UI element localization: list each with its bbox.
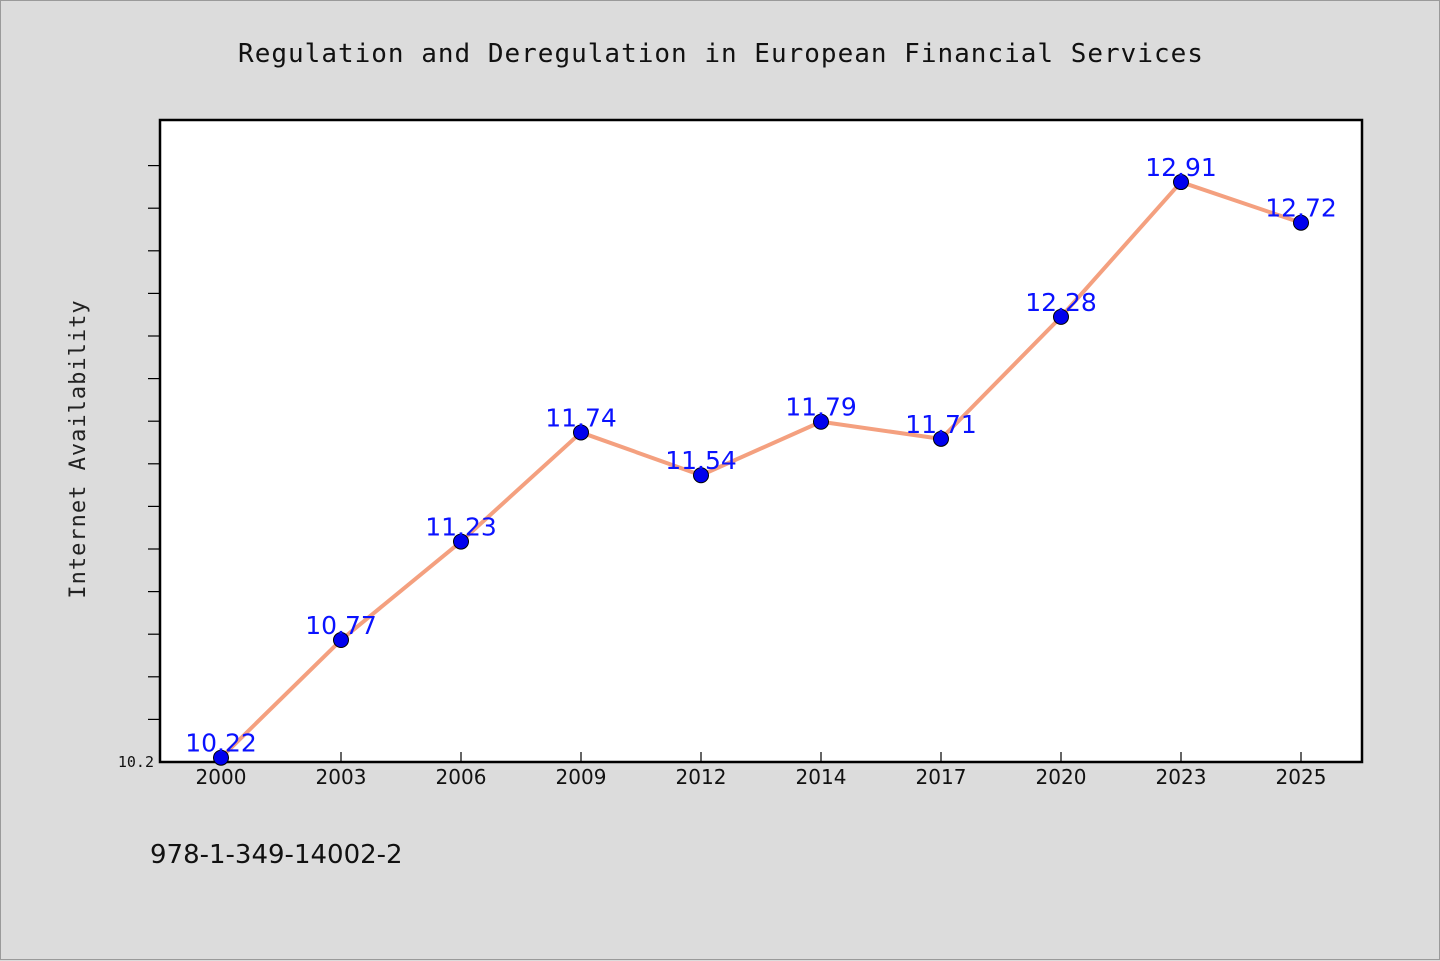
data-point xyxy=(933,430,949,447)
data-label: 11.71 xyxy=(905,410,977,439)
data-point xyxy=(813,413,829,430)
x-axis-tick-labels: 2000 2003 2006 2009 2012 2014 2017 2020 2023 2025 xyxy=(196,765,1327,789)
data-point xyxy=(333,632,349,649)
x-tick-label: 2025 xyxy=(1276,765,1327,789)
data-label: 11.79 xyxy=(785,393,857,422)
data-point xyxy=(453,533,469,550)
x-tick-label: 2017 xyxy=(916,765,967,789)
data-point xyxy=(1173,174,1189,191)
x-tick-label: 2000 xyxy=(196,765,247,789)
series-markers xyxy=(213,174,1309,766)
x-tick-label: 2009 xyxy=(556,765,607,789)
data-point xyxy=(213,749,229,766)
x-tick-label: 2006 xyxy=(436,765,487,789)
data-label: 11.54 xyxy=(665,446,737,475)
data-point xyxy=(1053,308,1069,325)
data-point xyxy=(693,467,709,484)
data-label: 10.77 xyxy=(305,611,377,640)
data-label: 11.23 xyxy=(425,513,497,542)
data-labels: 10.22 10.77 11.23 11.74 11.54 11.79 11.71 12.28… xyxy=(185,153,1337,758)
data-label: 11.74 xyxy=(545,403,617,432)
data-point xyxy=(573,424,589,441)
y-axis-label: Internet Availability xyxy=(66,299,91,598)
data-label: 12.72 xyxy=(1265,194,1337,223)
series-line xyxy=(219,180,1302,760)
x-tick-label: 2012 xyxy=(676,765,727,789)
data-label: 12.28 xyxy=(1025,288,1097,317)
data-label: 10.22 xyxy=(185,729,257,758)
isbn-text: 978-1-349-14002-2 xyxy=(150,840,403,870)
x-tick-label: 2023 xyxy=(1156,765,1207,789)
data-point xyxy=(1293,214,1309,231)
y-axis-ticks xyxy=(148,165,160,721)
x-tick-label: 2014 xyxy=(796,765,847,789)
plot-area xyxy=(158,118,1364,764)
x-tick-label: 2020 xyxy=(1036,765,1087,789)
data-label: 12.91 xyxy=(1145,153,1217,182)
y-tick-label-min: 10.2 xyxy=(118,753,154,771)
chart-title: Regulation and Deregulation in European … xyxy=(238,39,1204,69)
x-tick-label: 2003 xyxy=(316,765,367,789)
